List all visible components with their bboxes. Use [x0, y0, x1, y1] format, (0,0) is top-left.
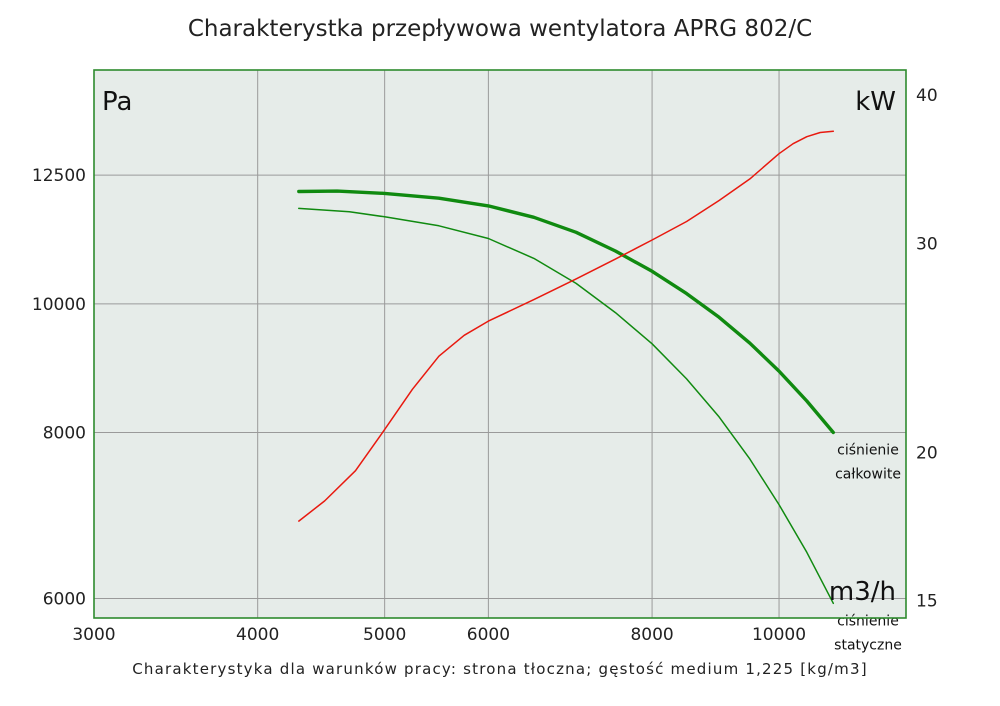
total-pressure-line — [297, 189, 835, 435]
chart-caption: Charakterystyka dla warunków pracy: stro… — [132, 660, 868, 678]
power-line — [298, 130, 835, 522]
y-right-tick-label: 40 — [916, 86, 938, 106]
ticks-group: 3000 4000 5000 6000 8000 10000 6000 8000 10000 12… — [32, 86, 938, 645]
x-tick-label: 8000 — [630, 625, 673, 645]
y-left-tick-label: 6000 — [43, 589, 86, 609]
x-tick-label: 4000 — [236, 625, 279, 645]
total-pressure-label: całkowite — [835, 467, 901, 483]
x-tick-label: 6000 — [467, 625, 510, 645]
y-right-tick-label: 20 — [916, 443, 938, 463]
labels-group: Pa kW m3/h ciśnienie całkowite ciśnienie staty… — [102, 87, 902, 653]
y-right-tick-label: 30 — [916, 234, 938, 254]
static-pressure-label: statyczne — [834, 637, 902, 653]
plot-frame — [93, 69, 907, 619]
y-right-unit-label: kW — [855, 87, 896, 117]
static-pressure-label: ciśnienie — [837, 613, 899, 629]
x-tick-label: 5000 — [363, 625, 406, 645]
static-pressure-line — [298, 207, 835, 605]
y-left-tick-label: 8000 — [43, 424, 86, 444]
total-pressure-label: ciśnienie — [837, 443, 899, 459]
y-left-tick-label: 10000 — [32, 295, 86, 315]
grid — [94, 70, 906, 618]
y-right-tick-label: 15 — [916, 592, 938, 612]
plot-area — [94, 70, 906, 618]
series-group — [297, 130, 835, 605]
chart-title: Charakterystka przepływowa wentylatora A… — [187, 16, 813, 42]
x-tick-label: 10000 — [752, 625, 806, 645]
y-left-tick-label: 12500 — [32, 166, 86, 186]
y-left-unit-label: Pa — [102, 87, 132, 117]
x-tick-label: 3000 — [72, 625, 115, 645]
x-unit-label: m3/h — [829, 577, 896, 607]
